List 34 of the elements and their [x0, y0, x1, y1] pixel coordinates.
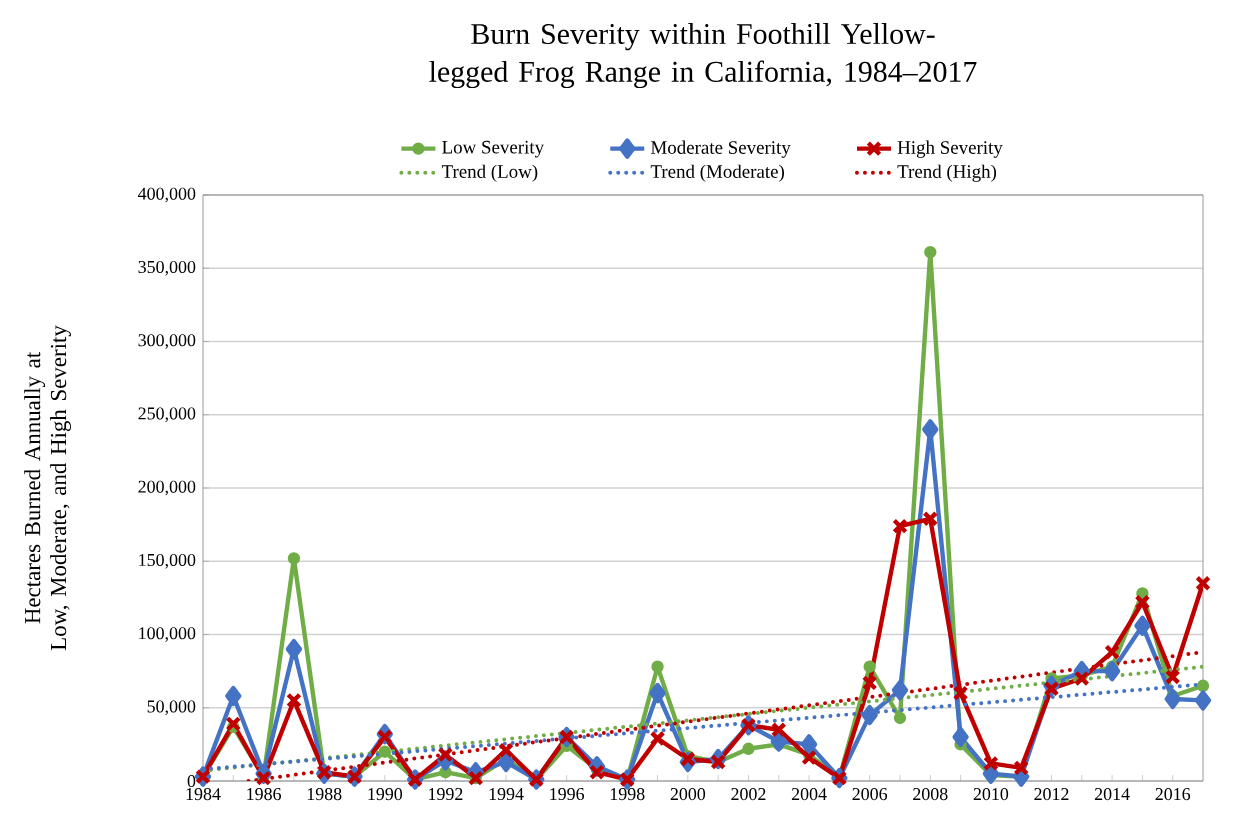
- y-tick-label: 0: [187, 774, 196, 788]
- x-tick-label: 2002: [731, 788, 766, 801]
- x-tick-label: 1986: [247, 788, 282, 801]
- legend-label: High Severity: [897, 140, 1003, 158]
- x-tick-label: 1988: [307, 788, 342, 801]
- chart-title: Burn Severity within Foothill Yellow-legged Frog Range in California, 1984–2017: [429, 23, 977, 89]
- x-tick-label: 1984: [186, 788, 221, 801]
- y-tick-label: 100,000: [139, 627, 196, 642]
- x-tick-label: 1996: [550, 788, 585, 801]
- x-tick-label: 2004: [791, 788, 827, 801]
- x-tick-label: 1998: [610, 788, 645, 801]
- legend-label: Moderate Severity: [650, 140, 791, 158]
- y-axis-title: Hectares Burned Annually at Low, Moderate, and High Severity: [24, 325, 71, 651]
- x-tick-label: 1990: [368, 788, 403, 801]
- x-tick-label: 2008: [913, 788, 948, 801]
- x-tick-label: 2014: [1094, 788, 1130, 801]
- legend-label: Trend (High): [897, 164, 997, 182]
- x-tick-label: 2016: [1155, 788, 1191, 801]
- x-tick-label: 1994: [489, 788, 524, 801]
- y-tick-label: 300,000: [138, 334, 196, 349]
- y-tick-label: 350,000: [138, 260, 196, 276]
- y-tick-label: 200,000: [138, 480, 196, 496]
- x-tick-label: 2000: [670, 788, 706, 801]
- x-tick-label: 2006: [852, 788, 888, 801]
- x-tick-label: 1992: [429, 788, 463, 801]
- legend-label: Low Severity: [442, 140, 545, 158]
- legend-label: Trend (Low): [441, 164, 538, 182]
- x-tick-label: 2010: [973, 788, 1009, 801]
- x-tick-label: 2012: [1034, 788, 1069, 801]
- y-tick-label: 400,000: [138, 187, 196, 203]
- legend-label: Trend (Moderate): [650, 164, 785, 182]
- y-tick-label: 250,000: [138, 407, 196, 423]
- y-tick-label: 50,000: [147, 700, 196, 716]
- y-tick-label: 150,000: [139, 553, 196, 569]
